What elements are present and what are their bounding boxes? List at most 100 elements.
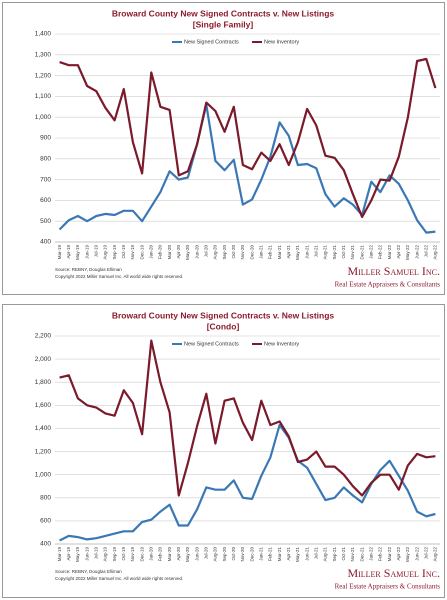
source-note: Source: REBNY, Douglas Elliman bbox=[55, 267, 122, 272]
y-tick-label: 500 bbox=[40, 218, 51, 225]
x-tick-label: Aug-21 bbox=[323, 245, 328, 260]
x-tick-label: May-19 bbox=[75, 547, 80, 563]
copyright-note: Copyright 2022 Miller Samuel Inc. All wo… bbox=[55, 274, 183, 279]
x-tick-label: Sep-20 bbox=[222, 547, 227, 562]
x-tick-label: Mar-22 bbox=[387, 245, 392, 260]
chart-title: Broward County New Signed Contracts v. N… bbox=[112, 8, 335, 18]
x-tick-label: Mar-21 bbox=[277, 245, 282, 260]
x-tick-label: Nov-19 bbox=[130, 547, 135, 562]
series-line bbox=[58, 103, 436, 234]
x-tick-label: Jul-21 bbox=[313, 547, 318, 560]
x-tick-label: Jun-22 bbox=[414, 547, 419, 561]
x-tick-label: May-21 bbox=[295, 547, 300, 563]
y-tick-label: 1,400 bbox=[35, 31, 52, 38]
x-tick-label: Nov-19 bbox=[130, 245, 135, 260]
x-tick-label: Apr-22 bbox=[396, 547, 401, 561]
x-tick-label: Apr-19 bbox=[66, 245, 71, 259]
x-tick-label: Nov-20 bbox=[240, 547, 245, 562]
x-tick-label: Apr-20 bbox=[176, 245, 181, 259]
x-tick-label: Jul-19 bbox=[93, 245, 98, 258]
x-tick-label: Jun-20 bbox=[194, 547, 199, 561]
x-tick-label: Sep-19 bbox=[112, 547, 117, 562]
x-tick-label: Jul-19 bbox=[93, 547, 98, 560]
x-tick-label: Feb-22 bbox=[378, 547, 383, 562]
x-tick-label: Jun-19 bbox=[84, 547, 89, 561]
brand-tagline: Real Estate Appraisers & Consultants bbox=[335, 281, 441, 289]
x-tick-label: Mar-19 bbox=[57, 245, 62, 260]
x-tick-label: Jan-21 bbox=[258, 547, 263, 561]
y-tick-label: 1,400 bbox=[35, 425, 52, 432]
chart-subtitle: [Condo] bbox=[207, 321, 240, 331]
x-tick-label: Oct-21 bbox=[341, 547, 346, 561]
x-tick-label: Jan-20 bbox=[148, 245, 153, 259]
x-tick-label: Aug-19 bbox=[103, 547, 108, 562]
x-tick-label: Sep-21 bbox=[332, 245, 337, 260]
y-tick-label: 700 bbox=[40, 176, 51, 183]
x-tick-label: Feb-22 bbox=[378, 245, 383, 260]
x-tick-label: Aug-22 bbox=[433, 547, 438, 562]
x-tick-label: Apr-21 bbox=[286, 547, 291, 561]
x-tick-label: Oct-21 bbox=[341, 245, 346, 259]
chart-subtitle: [Single Family] bbox=[193, 19, 254, 29]
y-tick-label: 600 bbox=[40, 197, 51, 204]
x-tick-label: May-19 bbox=[75, 245, 80, 261]
x-tick-label: Jul-21 bbox=[313, 245, 318, 258]
x-tick-label: Nov-20 bbox=[240, 245, 245, 260]
y-tick-label: 2,000 bbox=[35, 356, 52, 363]
y-tick-label: 1,200 bbox=[35, 448, 52, 455]
y-tick-label: 1,000 bbox=[35, 114, 52, 121]
y-tick-label: 400 bbox=[40, 239, 51, 246]
y-tick-label: 1,300 bbox=[35, 52, 52, 59]
y-tick-label: 1,100 bbox=[35, 93, 52, 100]
brand-name: Miller Samuel Inc. bbox=[347, 566, 440, 580]
x-tick-label: Jul-22 bbox=[423, 547, 428, 560]
y-tick-label: 900 bbox=[40, 135, 51, 142]
x-tick-label: Apr-22 bbox=[396, 245, 401, 259]
x-tick-label: Jan-22 bbox=[368, 245, 373, 259]
copyright-note: Copyright 2022 Miller Samuel Inc. All wo… bbox=[55, 576, 183, 581]
x-tick-label: Jul-20 bbox=[203, 245, 208, 258]
x-tick-label: Mar-21 bbox=[277, 547, 282, 562]
x-tick-label: Mar-22 bbox=[387, 547, 392, 562]
x-tick-label: Sep-20 bbox=[222, 245, 227, 260]
y-tick-label: 1,200 bbox=[35, 72, 52, 79]
x-tick-label: Jul-22 bbox=[423, 245, 428, 258]
x-tick-label: Jun-19 bbox=[84, 245, 89, 259]
x-tick-label: Jan-22 bbox=[368, 547, 373, 561]
x-tick-label: Apr-20 bbox=[176, 547, 181, 561]
x-tick-label: Aug-19 bbox=[103, 245, 108, 260]
x-tick-label: Jun-22 bbox=[414, 245, 419, 259]
x-tick-label: Sep-19 bbox=[112, 245, 117, 260]
y-tick-label: 1,600 bbox=[35, 402, 52, 409]
x-tick-label: Feb-21 bbox=[268, 245, 273, 260]
x-tick-label: Aug-20 bbox=[213, 547, 218, 562]
x-tick-label: Feb-20 bbox=[158, 245, 163, 260]
x-tick-label: Apr-21 bbox=[286, 245, 291, 259]
x-tick-label: Aug-21 bbox=[323, 547, 328, 562]
x-tick-label: May-20 bbox=[185, 547, 190, 563]
x-tick-label: Nov-21 bbox=[350, 547, 355, 562]
y-tick-label: 400 bbox=[40, 541, 51, 548]
x-tick-label: Jun-20 bbox=[194, 245, 199, 259]
panel bbox=[2, 304, 445, 598]
x-tick-label: Oct-19 bbox=[121, 245, 126, 259]
x-tick-label: Dec-19 bbox=[139, 547, 144, 562]
y-tick-label: 800 bbox=[40, 494, 51, 501]
brand-tagline: Real Estate Appraisers & Consultants bbox=[335, 583, 441, 591]
x-tick-label: May-20 bbox=[185, 245, 190, 261]
x-tick-label: Aug-22 bbox=[433, 245, 438, 260]
x-tick-label: Dec-21 bbox=[359, 245, 364, 260]
x-tick-label: Mar-20 bbox=[167, 245, 172, 260]
x-tick-label: May-22 bbox=[405, 547, 410, 563]
x-tick-label: Mar-20 bbox=[167, 547, 172, 562]
x-tick-label: Oct-20 bbox=[231, 245, 236, 259]
y-tick-label: 2,200 bbox=[35, 333, 52, 340]
x-tick-label: Oct-19 bbox=[121, 547, 126, 561]
x-tick-label: Jun-21 bbox=[304, 245, 309, 259]
legend-label: New Inventory bbox=[264, 39, 299, 45]
x-tick-label: Dec-20 bbox=[249, 245, 254, 260]
x-tick-label: May-22 bbox=[405, 245, 410, 261]
x-tick-label: Dec-21 bbox=[359, 547, 364, 562]
x-tick-label: Jan-20 bbox=[148, 547, 153, 561]
